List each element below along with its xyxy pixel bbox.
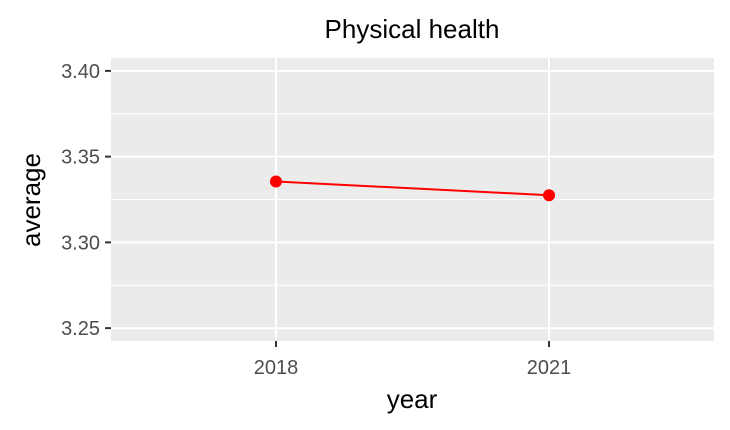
y-tick-label: 3.35	[61, 147, 100, 169]
x-tick-label: 2021	[527, 357, 572, 379]
data-point	[543, 189, 556, 202]
y-axis: 3.25 3.30 3.35 3.40	[61, 61, 111, 340]
x-axis-title: year	[387, 384, 438, 414]
chart-title: Physical health	[325, 14, 500, 44]
series-layer	[269, 175, 556, 202]
y-tick-label: 3.30	[61, 232, 100, 254]
minor-grid	[111, 113, 714, 286]
major-grid	[111, 58, 714, 341]
x-axis: 2018 2021	[254, 341, 572, 379]
x-tick-label: 2018	[254, 357, 299, 379]
y-tick-label: 3.25	[61, 318, 100, 340]
data-point	[269, 175, 282, 188]
series-line	[275, 180, 550, 197]
y-tick-label: 3.40	[61, 61, 100, 83]
y-axis-title: average	[16, 153, 46, 247]
